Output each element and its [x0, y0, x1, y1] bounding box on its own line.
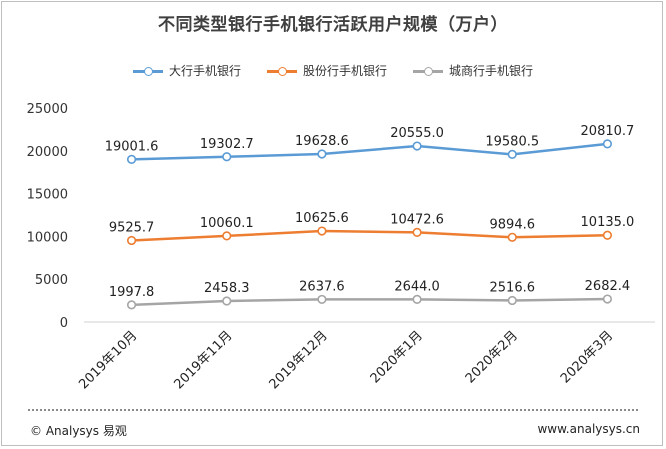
- legend-item-2: 城商行手机银行: [413, 62, 533, 79]
- series-0-point-4: [507, 149, 517, 159]
- series-2-data-label-4: 2516.6: [490, 280, 536, 295]
- series-1-data-label-1: 10060.1: [200, 216, 254, 231]
- series-2-data-label-0: 1997.8: [109, 285, 155, 300]
- series-0-point-3: [412, 141, 422, 151]
- series-0-data-label-1: 19302.7: [200, 137, 254, 152]
- x-tick-label-3: 2020年1月: [368, 328, 426, 386]
- series-2-data-label-3: 2644.0: [394, 279, 440, 294]
- y-tick-label-4: 20000: [27, 145, 68, 160]
- y-tick-label-5: 25000: [27, 102, 68, 117]
- series-0-point-1: [222, 152, 232, 162]
- series-line-1: [130, 229, 609, 242]
- series-1-point-5: [602, 230, 613, 240]
- series-0-point-5: [602, 139, 613, 149]
- series-line-2: [130, 297, 609, 307]
- series-0-data-label-3: 20555.0: [390, 126, 444, 141]
- series-0-point-2: [317, 149, 327, 159]
- series-1-point-3: [412, 227, 422, 237]
- series-0-data-label-0: 19001.6: [105, 139, 159, 154]
- x-tick-label-0: 2019年10月: [76, 328, 140, 392]
- y-tick-label-2: 10000: [27, 230, 68, 245]
- series-1-data-label-0: 9525.7: [109, 220, 155, 235]
- y-tick-label-1: 5000: [35, 273, 68, 288]
- x-tick-label-1: 2019年11月: [171, 328, 235, 392]
- legend-item-1: 股份行手机银行: [266, 62, 387, 79]
- series-1-point-2: [317, 226, 327, 236]
- legend-item-0: 大行手机银行: [132, 62, 241, 79]
- legend: 大行手机银行 股份行手机银行 城商行手机银行: [0, 62, 666, 79]
- series-0-data-label-4: 19580.5: [485, 134, 539, 149]
- series-0-data-label-5: 20810.7: [581, 124, 635, 139]
- legend-label-2: 城商行手机银行: [449, 64, 534, 78]
- x-tick-label-4: 2020年2月: [463, 328, 521, 386]
- legend-swatch-1: [266, 66, 297, 76]
- series-2-point-3: [412, 294, 422, 304]
- series-1-data-label-3: 10472.6: [390, 212, 444, 227]
- series-line-0: [130, 142, 609, 161]
- footer-copyright: © Analysys 易观: [30, 424, 127, 438]
- series-1-point-4: [507, 232, 517, 242]
- series-1-point-0: [126, 235, 137, 246]
- y-tick-label-3: 15000: [27, 188, 68, 203]
- series-1-data-label-2: 10625.6: [295, 211, 349, 226]
- series-2-data-label-5: 2682.4: [585, 279, 631, 294]
- legend-swatch-0: [132, 66, 163, 76]
- series-1-point-1: [222, 231, 232, 241]
- x-tick-label-2: 2019年12月: [267, 328, 331, 392]
- footer-url: www.analysys.cn: [537, 422, 640, 436]
- chart-title: 不同类型银行手机银行活跃用户规模（万户）: [158, 15, 508, 35]
- series-2-point-1: [222, 296, 232, 306]
- footer-divider: [28, 409, 638, 411]
- legend-label-1: 股份行手机银行: [302, 64, 387, 78]
- series-2-data-label-1: 2458.3: [204, 281, 250, 296]
- series-2-point-2: [317, 294, 327, 305]
- series-0-data-label-2: 19628.6: [295, 134, 349, 149]
- series-2-point-0: [126, 300, 137, 310]
- x-tick-label-5: 2020年3月: [558, 328, 616, 386]
- series-1-data-label-4: 9894.6: [490, 217, 536, 232]
- series-1-data-label-5: 10135.0: [581, 215, 635, 230]
- series-0-point-0: [126, 154, 137, 164]
- legend-swatch-2: [413, 66, 443, 76]
- y-tick-label-0: 0: [60, 316, 68, 331]
- series-2-data-label-2: 2637.6: [299, 279, 345, 294]
- legend-label-0: 大行手机银行: [168, 64, 241, 78]
- series-2-point-4: [507, 295, 517, 306]
- series-2-point-5: [602, 294, 613, 304]
